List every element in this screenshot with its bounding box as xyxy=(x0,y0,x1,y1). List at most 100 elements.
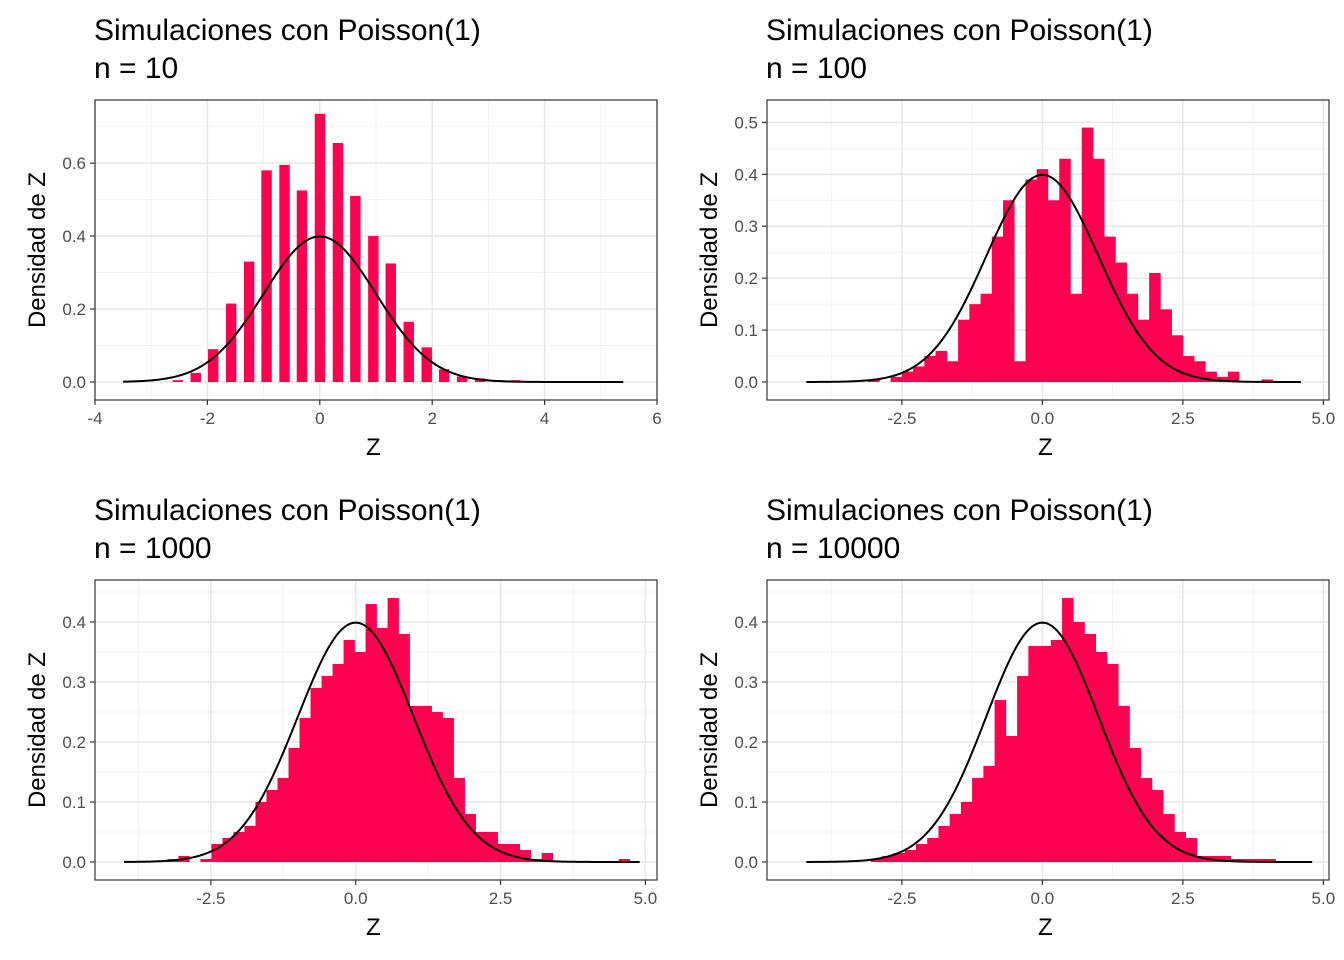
x-tick-label: -4 xyxy=(87,409,102,428)
histogram-bar xyxy=(456,376,468,382)
y-tick-label: 0.2 xyxy=(62,733,86,752)
histogram-bar xyxy=(870,859,883,862)
histogram-bar xyxy=(972,778,984,862)
histogram-bar xyxy=(1107,664,1119,862)
histogram-bar xyxy=(901,371,914,382)
y-tick-label: 0.0 xyxy=(62,853,86,872)
normal-density-curve xyxy=(123,235,624,383)
histogram-bar xyxy=(1227,371,1240,382)
plot-border xyxy=(766,579,1330,881)
normal-density-curve xyxy=(806,621,1313,863)
x-tick-label: 5.0 xyxy=(1312,889,1336,908)
histogram-bar xyxy=(1185,838,1198,862)
histogram-bars xyxy=(870,598,1276,862)
y-tick-label: 0.4 xyxy=(62,613,86,632)
histogram-bar xyxy=(310,688,322,862)
histogram-bar xyxy=(1261,379,1274,382)
histogram-bar xyxy=(994,700,1007,862)
histogram-bar xyxy=(314,113,326,382)
histogram-bar xyxy=(1253,859,1265,862)
histogram-bar xyxy=(1092,158,1105,382)
plot-border xyxy=(94,579,658,881)
x-tick-label: -2 xyxy=(200,409,215,428)
x-tick-label: -2.5 xyxy=(887,889,916,908)
histogram-bar xyxy=(1062,598,1074,862)
chart-panel-n10000: Simulaciones con Poisson(1) n = 10000 -2.5… xyxy=(672,480,1344,960)
histogram-bar xyxy=(420,706,432,862)
x-tick-label: -2.5 xyxy=(887,409,916,428)
x-tick-label: 2 xyxy=(427,409,436,428)
histogram-bar xyxy=(991,236,1004,382)
histogram-bar xyxy=(1070,293,1083,382)
histogram-bar xyxy=(343,640,355,862)
histogram-bar xyxy=(1081,127,1094,382)
axis-ticks: -2.5 0.0 2.5 5.0 0.0 0.1 0.2 0.3 0.4 0.5 xyxy=(734,113,1335,428)
y-tick-label: 0.1 xyxy=(734,321,758,340)
normal-density-curve xyxy=(806,173,1301,383)
y-tick-label: 0.4 xyxy=(62,227,86,246)
histogram-bar xyxy=(1005,736,1018,862)
histogram-bar xyxy=(1216,376,1229,382)
histogram-bar xyxy=(1241,859,1254,862)
histogram-bars xyxy=(172,113,521,382)
histogram-bar xyxy=(409,706,421,862)
histogram-bar xyxy=(464,814,476,862)
x-tick-label: 0 xyxy=(315,409,324,428)
histogram-bar xyxy=(172,380,183,382)
histogram-bar xyxy=(1036,169,1049,382)
histogram-bar xyxy=(868,379,880,382)
y-tick-label: 0.3 xyxy=(62,673,86,692)
histogram-bar xyxy=(1028,646,1040,862)
y-tick-label: 0.1 xyxy=(734,793,758,812)
histogram-bar xyxy=(453,778,465,862)
histogram-bar xyxy=(1115,262,1127,382)
chart-title: Simulaciones con Poisson(1) n = 10 xyxy=(94,12,481,88)
chart-title-line2: n = 10000 xyxy=(766,532,901,565)
histogram-bar xyxy=(915,844,928,862)
histogram-bar xyxy=(200,859,212,862)
histogram-bar xyxy=(1149,272,1161,382)
x-axis-label: Z xyxy=(366,434,381,461)
histogram-bar xyxy=(1160,309,1172,382)
histogram-bar xyxy=(1205,371,1217,382)
histogram-bar xyxy=(904,850,917,862)
histogram-bar xyxy=(882,856,894,862)
y-tick-label: 0.0 xyxy=(62,373,86,392)
histogram-bar xyxy=(1219,856,1231,862)
histogram-bar xyxy=(288,748,300,862)
histogram-bar xyxy=(1048,200,1060,382)
histogram-bar xyxy=(207,349,219,382)
histogram-bar xyxy=(618,859,631,862)
plot-border xyxy=(94,99,658,401)
histogram-bar xyxy=(890,376,903,382)
histogram-bar xyxy=(233,832,245,862)
histogram-bar xyxy=(519,850,531,862)
histogram-bar xyxy=(350,195,361,382)
y-tick-label: 0.2 xyxy=(734,269,758,288)
histogram-bar xyxy=(244,826,256,862)
histogram-bar xyxy=(1126,293,1139,382)
chart-panel-n10: Simulaciones con Poisson(1) n = 10 -4 -2 0 2 4… xyxy=(0,0,672,480)
histogram-bar xyxy=(1073,622,1085,862)
x-tick-label: 2.5 xyxy=(1171,409,1195,428)
histogram-bar xyxy=(332,664,344,862)
plot-border xyxy=(766,99,1330,401)
histogram-bar xyxy=(1171,335,1184,382)
x-tick-label: 0.0 xyxy=(1031,409,1055,428)
histogram-bar xyxy=(1151,790,1164,862)
histogram-bar xyxy=(1163,814,1175,862)
histogram-bar xyxy=(1025,179,1038,382)
y-tick-label: 0.3 xyxy=(734,217,758,236)
histogram-bar xyxy=(277,778,289,862)
x-tick-label: 2.5 xyxy=(1171,889,1195,908)
chart-svg: -2.5 0.0 2.5 5.0 0.0 0.1 0.2 0.3 0.4 0.5 xyxy=(734,99,1335,428)
x-tick-label: 5.0 xyxy=(1312,409,1336,428)
histogram-bars xyxy=(868,127,1274,382)
histogram-bar xyxy=(1174,832,1186,862)
histogram-bar xyxy=(225,303,237,382)
y-axis-label: Densidad de Z xyxy=(696,171,723,329)
chart-title-line1: Simulaciones con Poisson(1) xyxy=(94,14,481,47)
histogram-bar xyxy=(960,802,973,862)
histogram-bar xyxy=(368,236,379,382)
x-tick-label: 2.5 xyxy=(489,889,513,908)
